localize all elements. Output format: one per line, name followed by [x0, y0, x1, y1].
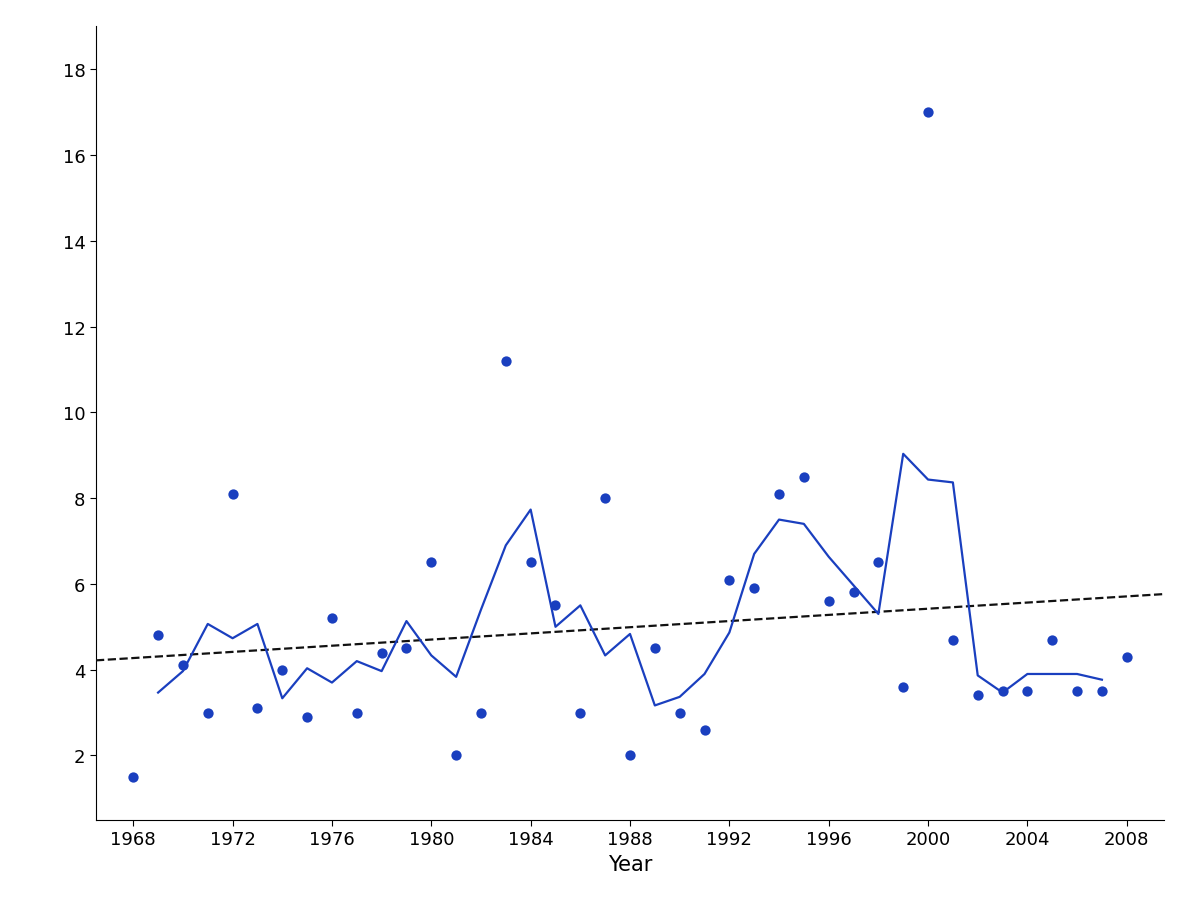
Point — [323, 611, 342, 626]
Point — [646, 641, 665, 656]
Point — [397, 641, 416, 656]
Point — [497, 354, 516, 369]
Point — [595, 491, 614, 506]
Point — [844, 586, 863, 600]
Point — [571, 705, 590, 720]
Point — [820, 594, 839, 609]
Point — [521, 556, 540, 570]
Point — [1092, 684, 1111, 699]
Point — [695, 722, 714, 737]
Point — [149, 629, 168, 643]
Point — [744, 581, 763, 596]
Point — [347, 705, 366, 720]
Point — [472, 705, 491, 720]
Point — [248, 701, 268, 716]
Point — [223, 487, 242, 502]
X-axis label: Year: Year — [608, 854, 652, 874]
Point — [1068, 684, 1087, 699]
Point — [769, 487, 788, 502]
Point — [943, 632, 962, 647]
Point — [720, 573, 739, 588]
Point — [1043, 632, 1062, 647]
Point — [446, 748, 466, 763]
Point — [372, 646, 391, 660]
Point — [1018, 684, 1037, 699]
Point — [992, 684, 1012, 699]
Point — [173, 659, 192, 673]
Point — [1117, 650, 1136, 664]
Point — [794, 470, 814, 485]
Point — [968, 689, 988, 703]
Point — [546, 599, 565, 613]
Point — [620, 748, 640, 763]
Point — [869, 556, 888, 570]
Point — [124, 770, 143, 784]
Point — [298, 710, 317, 724]
Point — [894, 680, 913, 694]
Point — [198, 705, 217, 720]
Point — [272, 662, 292, 677]
Point — [421, 556, 440, 570]
Point — [670, 705, 689, 720]
Point — [918, 106, 937, 120]
